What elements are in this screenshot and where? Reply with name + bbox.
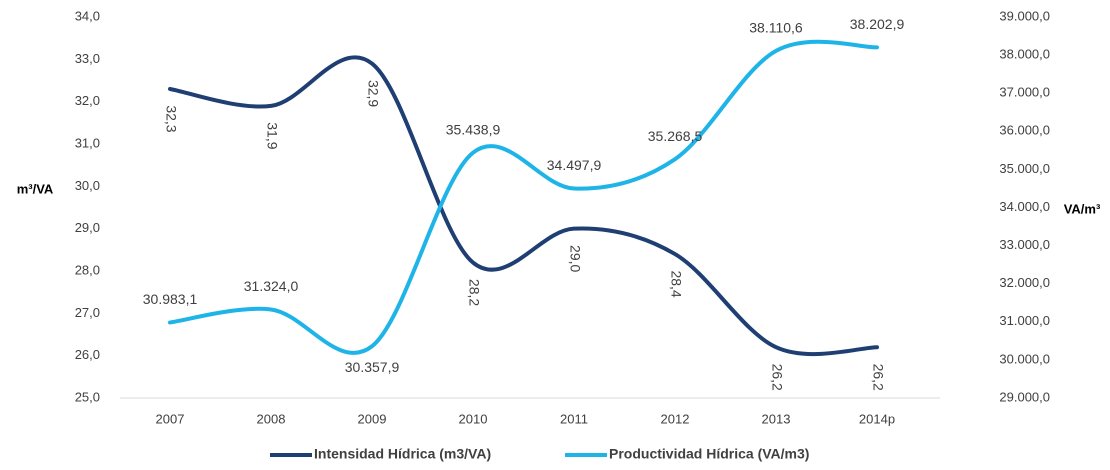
left-axis-tick-label: 29,0 xyxy=(75,220,100,235)
data-label-intensidad: 28,4 xyxy=(668,270,684,297)
right-axis-tick-label: 33.000,0 xyxy=(999,237,1050,252)
data-labels: 32,3 31,9 32,9 28,2 29,0 28,4 26,2 26,2 30.983,1… xyxy=(143,16,905,391)
data-label-intensidad: 26,2 xyxy=(870,364,886,391)
data-label-intensidad: 32,3 xyxy=(163,105,179,132)
data-label-productividad: 35.438,9 xyxy=(446,121,501,137)
x-axis-tick-label: 2011 xyxy=(560,411,588,426)
x-axis-ticks: 2007 2008 2009 2010 2011 2012 2013 2014p xyxy=(156,411,896,426)
right-axis-tick-label: 39.000,0 xyxy=(999,8,1050,23)
data-label-productividad: 38.202,9 xyxy=(850,16,905,32)
right-axis-title: VA/m³ xyxy=(1064,201,1101,216)
left-axis-tick-label: 31,0 xyxy=(75,135,100,150)
x-axis-tick-label: 2008 xyxy=(257,411,286,426)
right-axis-tick-label: 31.000,0 xyxy=(999,313,1050,328)
legend: Intensidad Hídrica (m3/VA) Productividad… xyxy=(270,446,809,462)
right-axis-tick-label: 34.000,0 xyxy=(999,199,1050,214)
right-axis-tick-label: 36.000,0 xyxy=(999,123,1050,138)
data-label-intensidad: 32,9 xyxy=(365,80,381,107)
left-axis-tick-label: 26,0 xyxy=(75,347,100,362)
series-line-productividad xyxy=(168,39,879,355)
left-axis-title: m³/VA xyxy=(17,181,54,196)
data-label-productividad: 34.497,9 xyxy=(547,157,602,173)
x-axis-tick-label: 2014p xyxy=(859,411,895,426)
right-axis-tick-label: 30.000,0 xyxy=(999,351,1050,366)
left-axis-tick-label: 34,0 xyxy=(75,8,100,23)
data-label-productividad: 38.110,6 xyxy=(749,20,803,36)
legend-label-productividad: Productividad Hídrica (VA/m3) xyxy=(609,446,809,462)
series-line-intensidad xyxy=(168,55,879,357)
right-axis-tick-label: 37.000,0 xyxy=(999,85,1050,100)
data-label-productividad: 35.268,5 xyxy=(648,128,703,144)
x-axis-tick-label: 2010 xyxy=(459,411,488,426)
right-axis-tick-label: 29.000,0 xyxy=(999,389,1050,404)
left-axis-tick-label: 30,0 xyxy=(75,178,100,193)
legend-label-intensidad: Intensidad Hídrica (m3/VA) xyxy=(314,446,491,462)
x-axis-tick-label: 2009 xyxy=(358,411,387,426)
left-axis-tick-label: 28,0 xyxy=(75,262,100,277)
left-axis-tick-label: 25,0 xyxy=(75,389,100,404)
x-axis-tick-label: 2013 xyxy=(762,411,791,426)
series-lines xyxy=(168,39,879,357)
data-label-intensidad: 29,0 xyxy=(567,245,583,272)
right-axis-tick-label: 38.000,0 xyxy=(999,47,1050,62)
right-axis-tick-label: 35.000,0 xyxy=(999,161,1050,176)
right-axis-ticks: 29.000,0 30.000,0 31.000,0 32.000,0 33.000,0… xyxy=(999,8,1050,404)
data-label-intensidad: 28,2 xyxy=(466,279,482,306)
left-axis-tick-label: 27,0 xyxy=(75,305,100,320)
left-axis-ticks: 25,0 26,0 27,0 28,0 29,0 30,0 31,0 32,0 33,0 34,0 xyxy=(75,8,100,404)
left-axis-tick-label: 32,0 xyxy=(75,93,100,108)
data-label-productividad: 30.357,9 xyxy=(345,359,400,375)
data-label-productividad: 31.324,0 xyxy=(244,278,299,294)
right-axis-tick-label: 32.000,0 xyxy=(999,275,1050,290)
data-label-intensidad: 26,2 xyxy=(769,364,785,391)
x-axis-tick-label: 2012 xyxy=(661,411,690,426)
left-axis-tick-label: 33,0 xyxy=(75,51,100,66)
x-axis-tick-label: 2007 xyxy=(156,411,185,426)
data-label-intensidad: 31,9 xyxy=(264,122,280,149)
data-label-productividad: 30.983,1 xyxy=(143,291,198,307)
